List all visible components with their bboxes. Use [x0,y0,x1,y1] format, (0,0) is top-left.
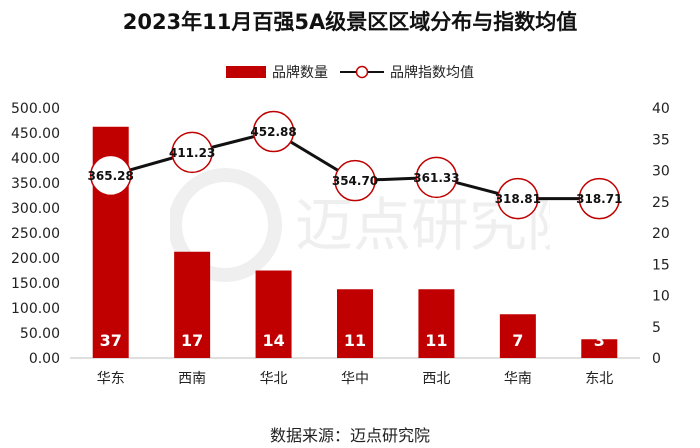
left-tick-label: 250.00 [11,226,60,242]
line-marker [578,177,621,220]
bar-value-label: 37 [100,331,122,350]
x-tick-label: 西南 [178,371,206,387]
right-tick-label: 40 [652,101,670,117]
x-tick-label: 华中 [341,371,369,387]
line-markers: 365.28 411.23 452.88 354.70 361.33 318.81 318.… [88,110,622,220]
bar-labels: 37 17 14 11 11 7 3 [100,331,605,350]
line-marker [89,154,132,197]
left-tick-label: 500.00 [11,101,60,117]
right-tick-label: 10 [652,289,670,305]
legend: 品牌数量 品牌指数均值 [0,62,700,82]
left-tick-label: 150.00 [11,276,60,292]
bar [174,251,211,358]
bar-value-label: 14 [262,331,284,350]
bar [581,339,618,358]
bar-value-label: 3 [594,331,605,350]
chart-title: 2023年11月百强5A级景区区域分布与指数均值 [122,10,578,34]
legend-line-swatch [340,65,384,79]
bar [418,289,455,358]
x-axis-labels: 华东 西南 华北 华中 西北 华南 东北 [97,371,614,387]
right-tick-label: 5 [652,320,661,336]
x-tick-label: 华东 [97,371,125,387]
bar-value-label: 7 [512,331,523,350]
left-tick-label: 350.00 [11,176,60,192]
line-value-label: 411.23 [169,146,215,160]
right-tick-label: 30 [652,164,670,180]
line-value-label: 318.81 [495,192,541,206]
line-value-label: 365.28 [88,169,134,183]
left-tick-label: 100.00 [11,301,60,317]
left-tick-label: 0.00 [29,351,60,367]
left-tick-label: 400.00 [11,151,60,167]
left-tick-label: 300.00 [11,201,60,217]
bar-value-label: 11 [425,331,447,350]
line-marker [334,159,376,202]
bar-value-label: 11 [344,331,366,350]
right-axis: 40 35 30 25 20 15 10 5 0 [652,101,670,367]
right-tick-label: 25 [652,195,670,211]
line-marker [497,177,539,220]
line-marker [171,131,213,174]
legend-bar-label: 品牌数量 [272,65,328,81]
x-tick-label: 西北 [422,371,450,387]
line-value-label: 452.88 [250,125,296,139]
right-tick-label: 20 [652,226,670,242]
line-value-label: 361.33 [413,171,459,185]
line-marker [415,156,458,199]
line-value-label: 354.70 [332,174,378,188]
source-note: 数据来源：迈点研究院 [269,426,430,445]
right-tick-label: 15 [652,257,670,273]
line-value-label: 318.71 [576,192,622,206]
line-marker [252,110,295,153]
bar [337,289,373,358]
right-tick-label: 35 [652,132,670,148]
left-axis: 500.00 450.00 400.00 350.00 300.00 250.00 200.… [11,101,60,367]
bar-value-label: 17 [181,331,203,350]
left-tick-label: 450.00 [11,126,60,142]
right-tick-label: 0 [652,351,661,367]
legend-line-label: 品牌指数均值 [390,65,474,81]
bar [255,270,292,358]
x-tick-label: 华南 [504,371,532,387]
legend-item-line: 品牌指数均值 [340,62,474,82]
x-tick-label: 东北 [585,371,613,387]
left-tick-label: 200.00 [11,251,60,267]
legend-item-bar: 品牌数量 [226,62,328,82]
legend-bar-swatch [226,66,266,78]
left-tick-label: 50.00 [20,326,60,342]
bar [499,314,536,358]
x-tick-label: 华北 [260,371,288,387]
